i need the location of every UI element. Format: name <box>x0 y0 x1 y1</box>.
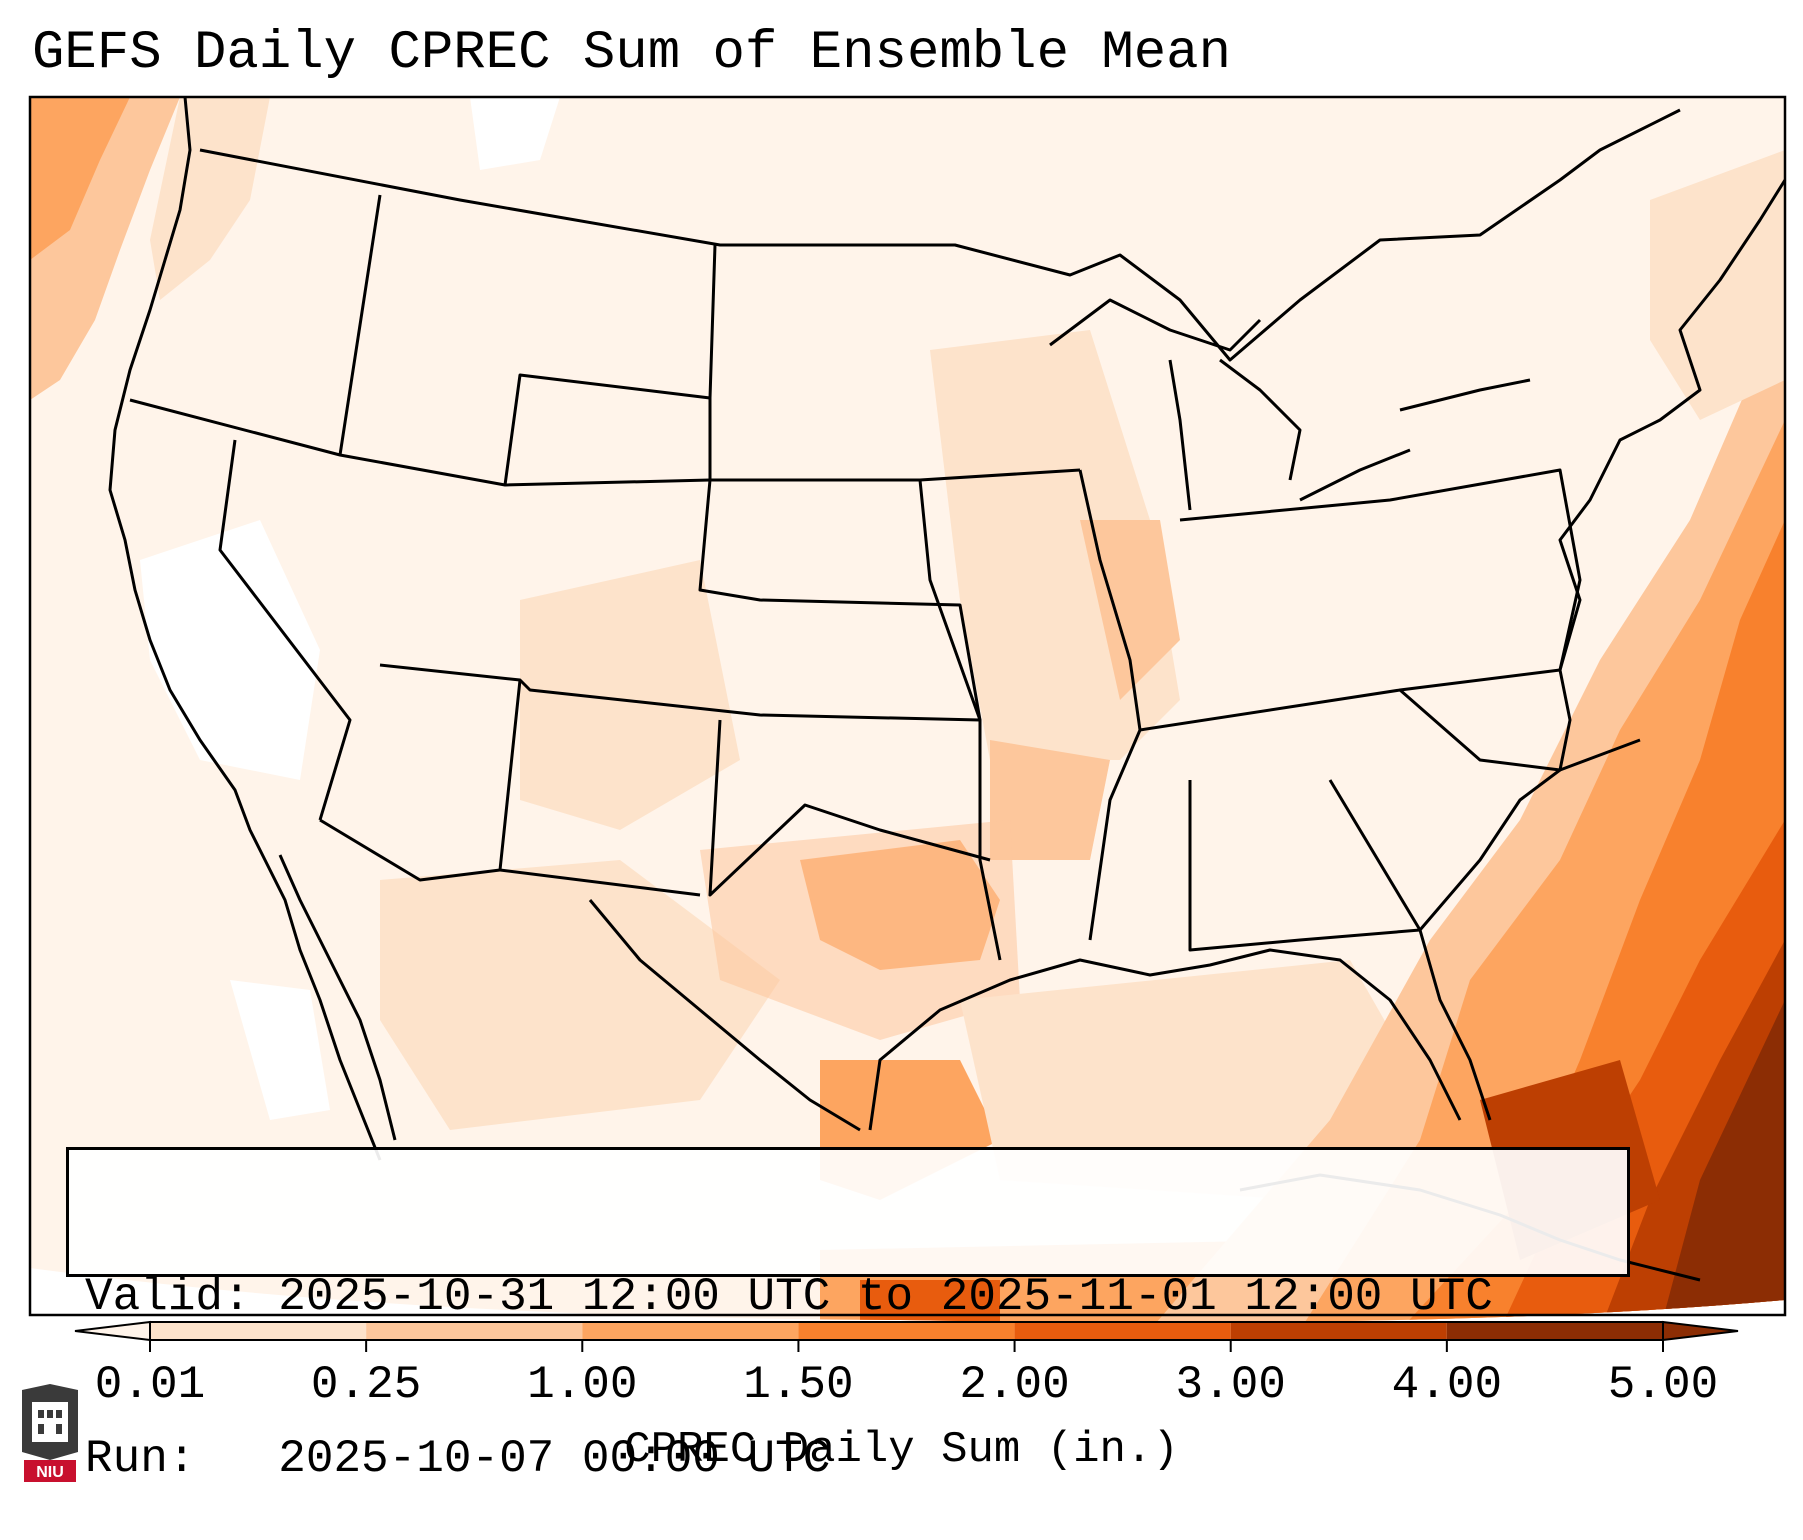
colorbar-segment <box>1446 1322 1663 1340</box>
state-line-tx-ok <box>708 719 991 897</box>
colorbar-segment <box>798 1322 1015 1340</box>
colorbar-extend-max <box>1662 1320 1739 1342</box>
precip-gulf <box>960 960 1430 1200</box>
precip-south-gulf-core <box>860 1280 1000 1323</box>
state-line-ut-co <box>379 663 981 722</box>
mexico-border-west <box>319 818 501 882</box>
colorbar-label: CPREC Daily Sum (in.) <box>624 1425 1179 1475</box>
colorbar-tick-label: 1.50 <box>743 1359 854 1411</box>
logo-window <box>38 1424 44 1434</box>
precip-texas-halo <box>700 820 1020 1040</box>
lake-michigan <box>1168 359 1192 511</box>
lake-huron <box>1219 358 1302 481</box>
precip-dry-1 <box>470 97 560 170</box>
precip-dry-baja <box>230 980 330 1120</box>
state-line-mississippi <box>1078 469 1142 941</box>
mexico-border <box>588 899 861 1132</box>
logo-window <box>38 1410 44 1418</box>
precip-southwest <box>520 560 740 830</box>
precip-illinois <box>1080 520 1180 700</box>
baja-coast <box>278 854 397 1141</box>
precip-map <box>28 95 1787 1352</box>
colorbar-tick-label: 4.00 <box>1391 1359 1503 1411</box>
colorbar-tick-label: 0.01 <box>94 1359 206 1411</box>
colorbar-segment <box>582 1322 799 1340</box>
lake-erie <box>1299 448 1411 502</box>
niu-logo-icon: NIU <box>22 1384 78 1482</box>
state-line-wy <box>503 244 717 486</box>
gulf-coastline <box>868 948 1462 1131</box>
lake-superior <box>1049 298 1262 352</box>
west-coastline <box>108 96 382 1161</box>
canada-border <box>199 108 1681 362</box>
logo-window <box>56 1410 62 1418</box>
precip-field <box>30 97 1785 1323</box>
valid-time-box: Valid: 2025-10-31 12:00 UTC to 2025-11-0… <box>66 1147 1630 1485</box>
logo-text: NIU <box>36 1464 64 1481</box>
valid-time-text: Valid: 2025-10-31 12:00 UTC to 2025-11-0… <box>85 1271 1493 1323</box>
logo-building <box>32 1402 68 1442</box>
precip-washington <box>150 97 270 300</box>
lake-ontario <box>1399 378 1531 412</box>
florida-east-coast <box>1418 929 1492 1121</box>
state-line-al-ga <box>1188 780 1421 952</box>
colorbar-tick-label: 5.00 <box>1607 1359 1719 1411</box>
logo-window <box>56 1424 62 1434</box>
logo-window <box>47 1410 53 1418</box>
map-frame <box>28 95 1787 1317</box>
state-line-nv <box>218 439 352 821</box>
precip-mexico <box>380 860 780 1130</box>
state-line-ne-ks <box>698 398 982 721</box>
colorbar-segment <box>150 1322 367 1340</box>
colorbar-segment <box>1014 1322 1231 1340</box>
colorbar-tick-label: 2.00 <box>959 1359 1070 1411</box>
state-line-north-tier <box>129 398 1081 487</box>
colorbar-tick-label: 0.25 <box>310 1359 422 1411</box>
chart-title: GEFS Daily CPREC Sum of Ensemble Mean <box>32 23 1231 84</box>
colorbar-segment <box>1230 1322 1447 1340</box>
colorbar-border <box>149 1321 1664 1341</box>
colorbar-segment <box>366 1322 583 1340</box>
colorbar-tick-label: 3.00 <box>1175 1359 1286 1411</box>
run-time-text: Run: 2025-10-07 00:00 UTC <box>85 1433 831 1485</box>
precip-arkansas <box>990 740 1110 860</box>
state-line-sc-nc <box>1399 688 1641 772</box>
state-line-oh-va <box>1179 468 1582 671</box>
colorbar <box>74 1320 1739 1352</box>
state-line-mo-ar <box>918 479 1002 961</box>
precip-atlantic-peak <box>1660 1000 1785 1323</box>
east-coastline <box>1418 179 1787 931</box>
state-line-id-mt <box>338 194 382 456</box>
colorbar-tick-label: 1.00 <box>527 1359 638 1411</box>
precip-pacific-nw-core <box>30 97 130 260</box>
state-line-ga-sc <box>1328 779 1422 931</box>
logo-banner <box>24 1460 76 1482</box>
